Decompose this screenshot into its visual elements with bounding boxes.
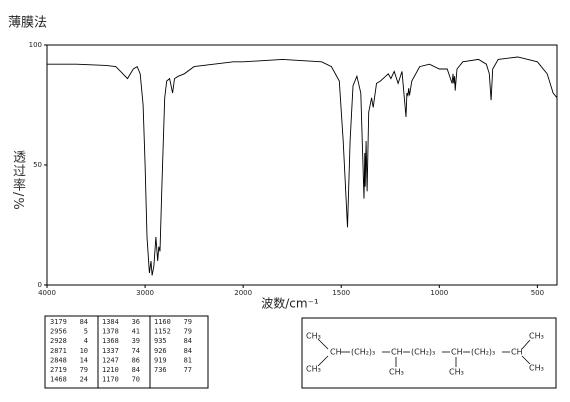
x-tick-label: 1000 xyxy=(430,289,448,297)
peak-wavenumber: 935 xyxy=(154,337,167,345)
peak-wavenumber: 1247 xyxy=(102,356,119,364)
peak-transmittance: 79 xyxy=(184,318,192,326)
peak-transmittance: 5 xyxy=(84,328,88,336)
peak-wavenumber: 2871 xyxy=(50,347,67,355)
peak-wavenumber: 736 xyxy=(154,366,167,374)
structure-group: CH₃ xyxy=(529,332,544,341)
peak-transmittance: 10 xyxy=(80,347,88,355)
peak-transmittance: 84 xyxy=(184,337,192,345)
peak-transmittance: 77 xyxy=(184,366,192,374)
peak-transmittance: 84 xyxy=(132,366,140,374)
structure-group: CH xyxy=(330,348,342,357)
peak-transmittance: 81 xyxy=(184,356,192,364)
x-tick-label: 3000 xyxy=(136,289,154,297)
peak-transmittance: 36 xyxy=(132,318,140,326)
structure-group: CH₃ xyxy=(306,332,321,341)
peak-wavenumber: 3179 xyxy=(50,318,67,326)
bonds xyxy=(317,338,531,367)
x-axis-label: 波数/cm⁻¹ xyxy=(261,296,319,311)
structure-group: (CH₂)₃ xyxy=(351,348,375,357)
y-tick-label: 0 xyxy=(38,281,42,289)
structure-group: CH₃ xyxy=(306,365,321,374)
peak-transmittance: 24 xyxy=(80,376,88,384)
structure-group: CH₃ xyxy=(389,368,404,377)
peak-wavenumber: 1384 xyxy=(102,318,119,326)
structure-group: CH xyxy=(391,348,403,357)
peak-transmittance: 41 xyxy=(132,328,140,336)
peak-wavenumber: 1210 xyxy=(102,366,119,374)
structure-group: CH xyxy=(451,348,463,357)
plot-frame xyxy=(46,44,558,286)
x-tick-label: 4000 xyxy=(38,289,56,297)
peak-transmittance: 86 xyxy=(132,356,140,364)
peak-transmittance: 79 xyxy=(184,328,192,336)
y-tick-label: 50 xyxy=(33,161,42,169)
spectrum xyxy=(47,56,558,276)
peak-wavenumber: 919 xyxy=(154,356,167,364)
x-tick-label: 1500 xyxy=(332,289,350,297)
peak-transmittance: 14 xyxy=(80,356,88,364)
peak-wavenumber: 1160 xyxy=(154,318,171,326)
peak-wavenumber: 926 xyxy=(154,347,167,355)
peak-table-frame xyxy=(44,315,209,389)
peak-wavenumber: 1170 xyxy=(102,376,119,384)
structure-group: CH₃ xyxy=(449,368,464,377)
peak-wavenumber: 1368 xyxy=(102,337,119,345)
peak-wavenumber: 1337 xyxy=(102,347,119,355)
y-tick-label: 100 xyxy=(29,41,42,49)
chart-title: 薄膜法 xyxy=(8,16,47,31)
peak-wavenumber: 2848 xyxy=(50,356,67,364)
y-axis-label: 透过率/% xyxy=(10,150,25,211)
peak-wavenumber: 1378 xyxy=(102,328,119,336)
peak-transmittance: 84 xyxy=(184,347,192,355)
peak-wavenumber: 1152 xyxy=(154,328,171,336)
peak-transmittance: 84 xyxy=(80,318,88,326)
peak-wavenumber: 1468 xyxy=(50,376,67,384)
structure-frame xyxy=(301,317,557,389)
structure-group: CH₃ xyxy=(529,364,544,373)
peak-wavenumber: 2956 xyxy=(50,328,67,336)
structure-group: CH xyxy=(511,348,523,357)
x-tick-label: 500 xyxy=(531,289,544,297)
structure-group: (CH₂)₃ xyxy=(471,348,495,357)
peak-transmittance: 4 xyxy=(84,337,88,345)
peak-transmittance: 70 xyxy=(132,376,140,384)
peak-transmittance: 74 xyxy=(132,347,140,355)
peak-transmittance: 39 xyxy=(132,337,140,345)
structure-group: (CH₂)₃ xyxy=(411,348,435,357)
peak-wavenumber: 2928 xyxy=(50,337,67,345)
x-tick-label: 2000 xyxy=(234,289,252,297)
peak-transmittance: 79 xyxy=(80,366,88,374)
peak-wavenumber: 2719 xyxy=(50,366,67,374)
